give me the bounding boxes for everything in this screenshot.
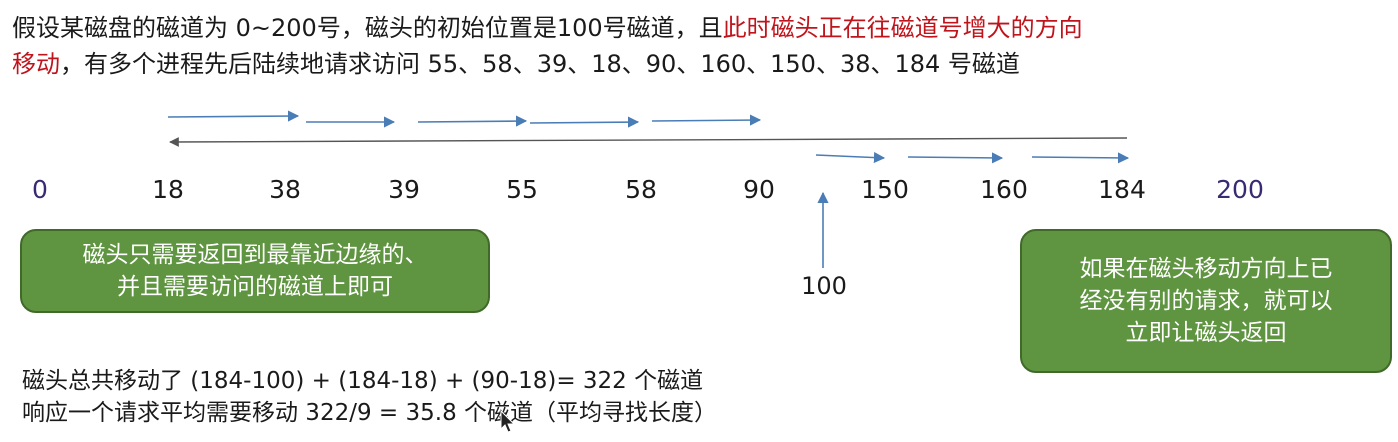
callout-line: 立即让磁头返回	[1125, 320, 1287, 346]
axis-tick-label: 0	[32, 175, 48, 204]
axis-tick-label: 55	[506, 175, 538, 204]
callout-line: 并且需要访问的磁道上即可	[117, 274, 393, 300]
callout-line: 经没有别的请求，就可以	[1079, 288, 1333, 314]
move-arrow-39-55	[417, 115, 528, 127]
mouse-pointer-icon	[500, 410, 516, 433]
problem-text-plain: 假设某磁盘的磁道为 0~200号，磁头的初始位置是100号磁道，且	[12, 14, 723, 42]
total-movement-line: 磁头总共移动了 (184-100) + (184-18) + (90-18)= …	[22, 368, 704, 394]
move-arrow-160-184	[1031, 152, 1130, 164]
axis-tick-label: 184	[1098, 175, 1146, 204]
axis-tick-label: 150	[861, 175, 909, 204]
axis-tick-label: 160	[980, 175, 1028, 204]
axis-tick-label: 90	[743, 175, 775, 204]
average-seek-line: 响应一个请求平均需要移动 322/9 = 35.8 个磁道（平均寻找长度）	[22, 400, 718, 426]
axis-tick-label: 18	[152, 175, 184, 204]
problem-text-plain: ，有多个进程先后陆续地请求访问 55、58、39、18、90、160、150、3…	[60, 50, 1020, 78]
move-arrow-18-38	[167, 110, 300, 122]
problem-text-highlight: 此时磁头正在往磁道号增大的方向	[722, 14, 1083, 42]
callout-return-note: 磁头只需要返回到最靠近边缘的、 并且需要访问的磁道上即可	[20, 229, 490, 313]
problem-statement: 假设某磁盘的磁道为 0~200号，磁头的初始位置是100号磁道，且此时磁头正在往…	[12, 10, 1392, 82]
problem-line-1: 假设某磁盘的磁道为 0~200号，磁头的初始位置是100号磁道，且此时磁头正在往…	[12, 10, 1392, 46]
move-arrow-58-90	[651, 114, 762, 126]
move-arrow-100-150	[815, 151, 886, 164]
callout-line: 磁头只需要返回到最靠近边缘的、	[82, 242, 428, 268]
problem-line-2: 移动，有多个进程先后陆续地请求访问 55、58、39、18、90、160、150…	[12, 46, 1392, 82]
axis-tick-label: 200	[1216, 175, 1264, 204]
callout-reverse-note: 如果在磁头移动方向上已 经没有别的请求，就可以 立即让磁头返回	[1020, 229, 1392, 373]
start-track-label: 100	[801, 272, 847, 300]
move-arrow-150-160	[907, 152, 1004, 164]
axis-tick-label: 58	[625, 175, 657, 204]
move-arrow-55-58	[529, 116, 640, 128]
return-arrow-184-18	[169, 137, 1128, 147]
axis-tick-label: 39	[388, 175, 420, 204]
axis-tick-label: 38	[269, 175, 301, 204]
callout-line: 如果在磁头移动方向上已	[1079, 256, 1333, 282]
problem-text-highlight: 移动	[12, 50, 60, 78]
movement-summary: 磁头总共移动了 (184-100) + (184-18) + (90-18)= …	[22, 365, 717, 429]
